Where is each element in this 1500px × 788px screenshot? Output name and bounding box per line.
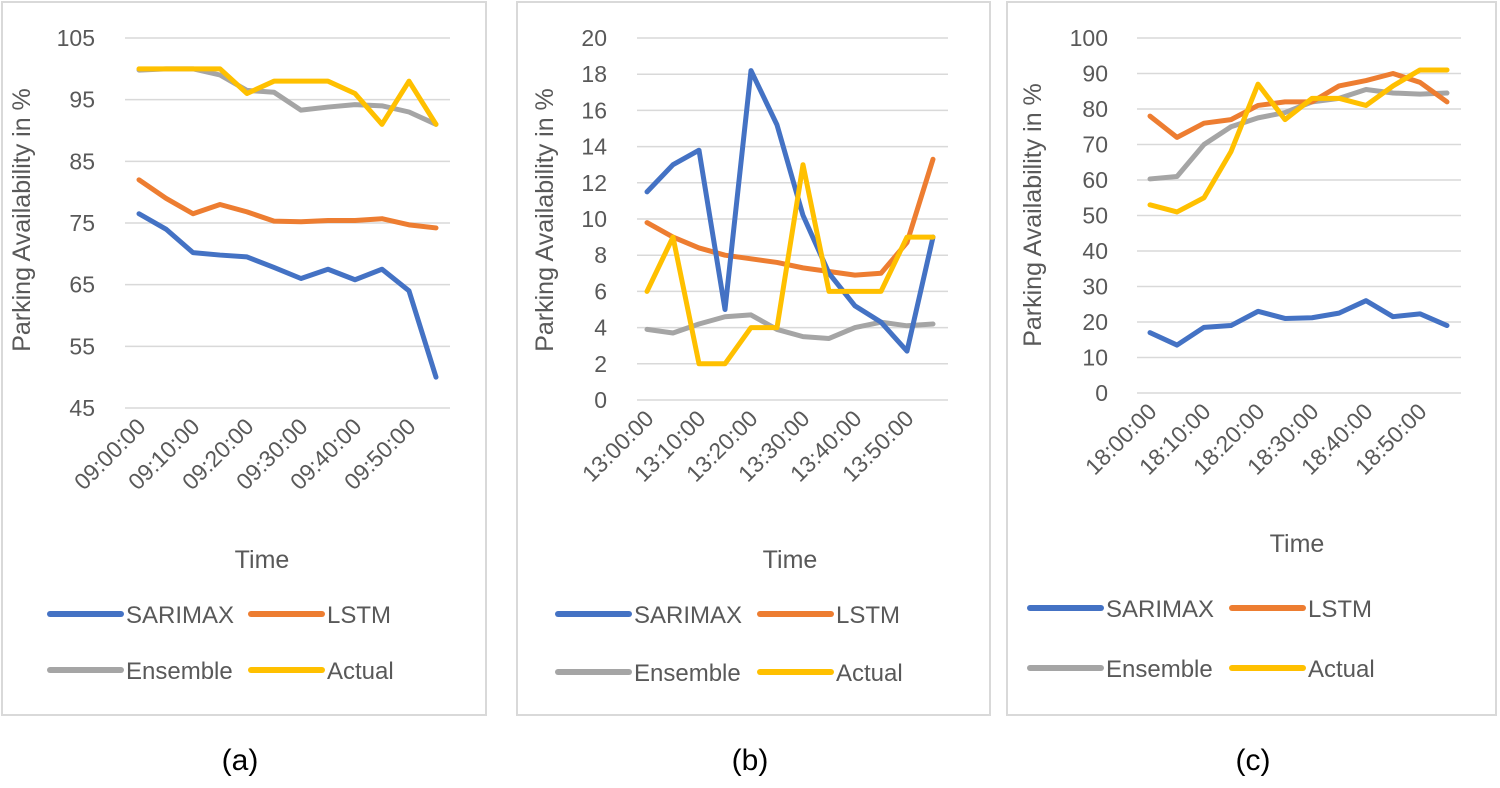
y-tick-label: 95: [69, 87, 95, 113]
y-tick-label: 80: [1082, 96, 1108, 122]
y-tick-label: 4: [594, 315, 607, 341]
y-tick-label: 20: [581, 25, 607, 51]
series-line-lstm: [1147, 71, 1450, 140]
legend-label: LSTM: [1308, 596, 1372, 623]
series-line-sarimax: [644, 68, 936, 354]
legend-item-actual: Actual: [1229, 656, 1375, 683]
x-axis-label: Time: [763, 546, 818, 574]
y-tick-label: 6: [594, 278, 607, 304]
chart-panel-b: 0246810121416182013:00:0013:10:0013:20:0…: [516, 1, 991, 716]
y-tick-label: 0: [594, 387, 607, 413]
y-tick-label: 40: [1082, 238, 1108, 264]
chart-frame: [516, 1, 991, 716]
y-tick-label: 90: [1082, 61, 1108, 87]
legend-item-ensemble: Ensemble: [1027, 656, 1213, 683]
y-tick-label: 75: [69, 210, 95, 236]
chart-frame: [1, 1, 487, 716]
legend-item-sarimax: SARIMAX: [555, 602, 742, 629]
legend-item-ensemble: Ensemble: [47, 658, 233, 685]
y-tick-label: 55: [69, 333, 95, 359]
x-axis-label: Time: [235, 546, 290, 574]
legend-label: Actual: [836, 660, 903, 687]
y-tick-label: 85: [69, 148, 95, 174]
y-axis-label: Parking Availability in %: [531, 88, 559, 352]
y-tick-label: 60: [1082, 167, 1108, 193]
series-line-actual: [1147, 67, 1450, 215]
y-tick-label: 16: [581, 97, 607, 123]
legend-label: SARIMAX: [634, 602, 742, 629]
legend-item-lstm: LSTM: [1229, 596, 1372, 623]
series-line-lstm: [644, 156, 936, 278]
legend-item-lstm: LSTM: [757, 602, 900, 629]
y-tick-label: 45: [69, 395, 95, 421]
y-tick-label: 30: [1082, 274, 1108, 300]
legend-label: Ensemble: [1106, 656, 1213, 683]
y-tick-label: 2: [594, 351, 607, 377]
legend-label: SARIMAX: [126, 602, 234, 629]
legend-item-ensemble: Ensemble: [555, 660, 741, 687]
legend-label: SARIMAX: [1106, 596, 1214, 623]
y-tick-label: 50: [1082, 203, 1108, 229]
legend-label: Actual: [327, 658, 394, 685]
chart-panel-c: 010203040506070809010018:00:0018:10:0018…: [1006, 1, 1497, 716]
series-line-sarimax: [136, 211, 439, 380]
legend-item-sarimax: SARIMAX: [47, 602, 234, 629]
y-axis-label: Parking Availability in %: [8, 88, 36, 352]
y-tick-label: 10: [1082, 345, 1108, 371]
legend-item-actual: Actual: [757, 660, 903, 687]
y-tick-label: 100: [1070, 25, 1108, 51]
y-tick-label: 20: [1082, 309, 1108, 335]
y-tick-label: 10: [581, 206, 607, 232]
y-tick-label: 105: [57, 25, 95, 51]
y-axis-label: Parking Availability in %: [1019, 83, 1047, 347]
y-tick-label: 8: [594, 242, 607, 268]
y-tick-label: 12: [581, 170, 607, 196]
series-line-actual: [136, 66, 439, 127]
panel-caption: (b): [732, 744, 769, 777]
y-tick-label: 70: [1082, 132, 1108, 158]
panel-caption: (a): [222, 744, 259, 777]
legend-label: LSTM: [327, 602, 391, 629]
series-line-ensemble: [644, 312, 936, 341]
series-line-sarimax: [1147, 298, 1450, 348]
series-line-lstm: [136, 177, 439, 231]
legend-item-actual: Actual: [248, 658, 394, 685]
legend-label: Ensemble: [126, 658, 233, 685]
legend-label: Actual: [1308, 656, 1375, 683]
legend-label: Ensemble: [634, 660, 741, 687]
chart-panel-a: 45556575859510509:00:0009:10:0009:20:000…: [1, 1, 487, 716]
series-line-actual: [644, 162, 936, 367]
y-tick-label: 14: [581, 134, 607, 160]
legend-item-lstm: LSTM: [248, 602, 391, 629]
legend-label: LSTM: [836, 602, 900, 629]
panel-caption: (c): [1236, 744, 1271, 777]
y-tick-label: 0: [1095, 380, 1108, 406]
x-axis-label: Time: [1270, 530, 1325, 558]
y-tick-label: 18: [581, 61, 607, 87]
y-tick-label: 65: [69, 272, 95, 298]
legend-item-sarimax: SARIMAX: [1027, 596, 1214, 623]
